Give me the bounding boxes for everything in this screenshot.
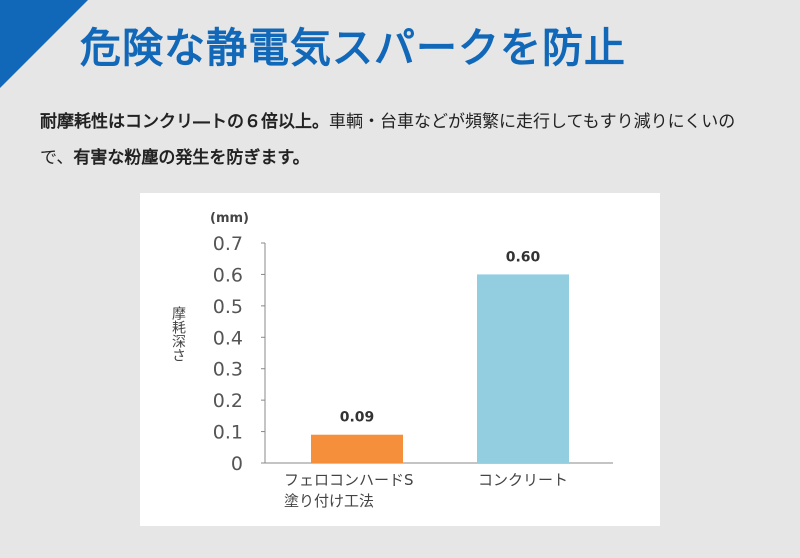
description-text: 車輌・台車などが頻繁に走行してもすり減りにくいので、 (40, 112, 736, 168)
category-label: フェロコンハードS (284, 471, 414, 489)
description-bold-2: 有害な粉塵の発生を防ぎます。 (73, 148, 310, 168)
y-tick-label: 0.7 (213, 233, 243, 255)
y-tick-label: 0.6 (213, 264, 243, 286)
y-tick-label: 0 (231, 453, 243, 475)
bar-2 (477, 274, 569, 463)
category-label: コンクリート (478, 471, 568, 489)
bar-value-label: 0.09 (340, 410, 375, 426)
bar-1 (311, 434, 403, 463)
wear-depth-chart: (mm) 摩耗深さ 0 0.1 0.2 0.3 0.4 0.5 0.6 0.7 0.09 フェロコンハ… (170, 211, 613, 510)
chart-panel: (mm) 摩耗深さ 0 0.1 0.2 0.3 0.4 0.5 0.6 0.7 0.09 フェロコンハ… (140, 193, 660, 526)
y-tick-label: 0.5 (213, 296, 243, 318)
description: 耐摩耗性はコンクリ―トの６倍以上。車輌・台車などが頻繁に走行してもすり減りにくい… (40, 104, 760, 176)
page-title: 危険な静電気スパークを防止 (80, 24, 626, 72)
corner-accent (0, 0, 88, 88)
category-label: 塗り付け工法 (284, 492, 374, 510)
y-tick-label: 0.2 (213, 390, 243, 412)
y-axis-label: 摩耗深さ (170, 305, 186, 362)
y-tick-label: 0.3 (213, 359, 243, 381)
unit-label: (mm) (210, 211, 249, 226)
y-tick-label: 0.1 (213, 422, 243, 444)
y-tick-label: 0.4 (213, 327, 243, 349)
bar-value-label: 0.60 (506, 249, 541, 265)
description-bold-1: 耐摩耗性はコンクリ―トの６倍以上。 (40, 112, 329, 132)
